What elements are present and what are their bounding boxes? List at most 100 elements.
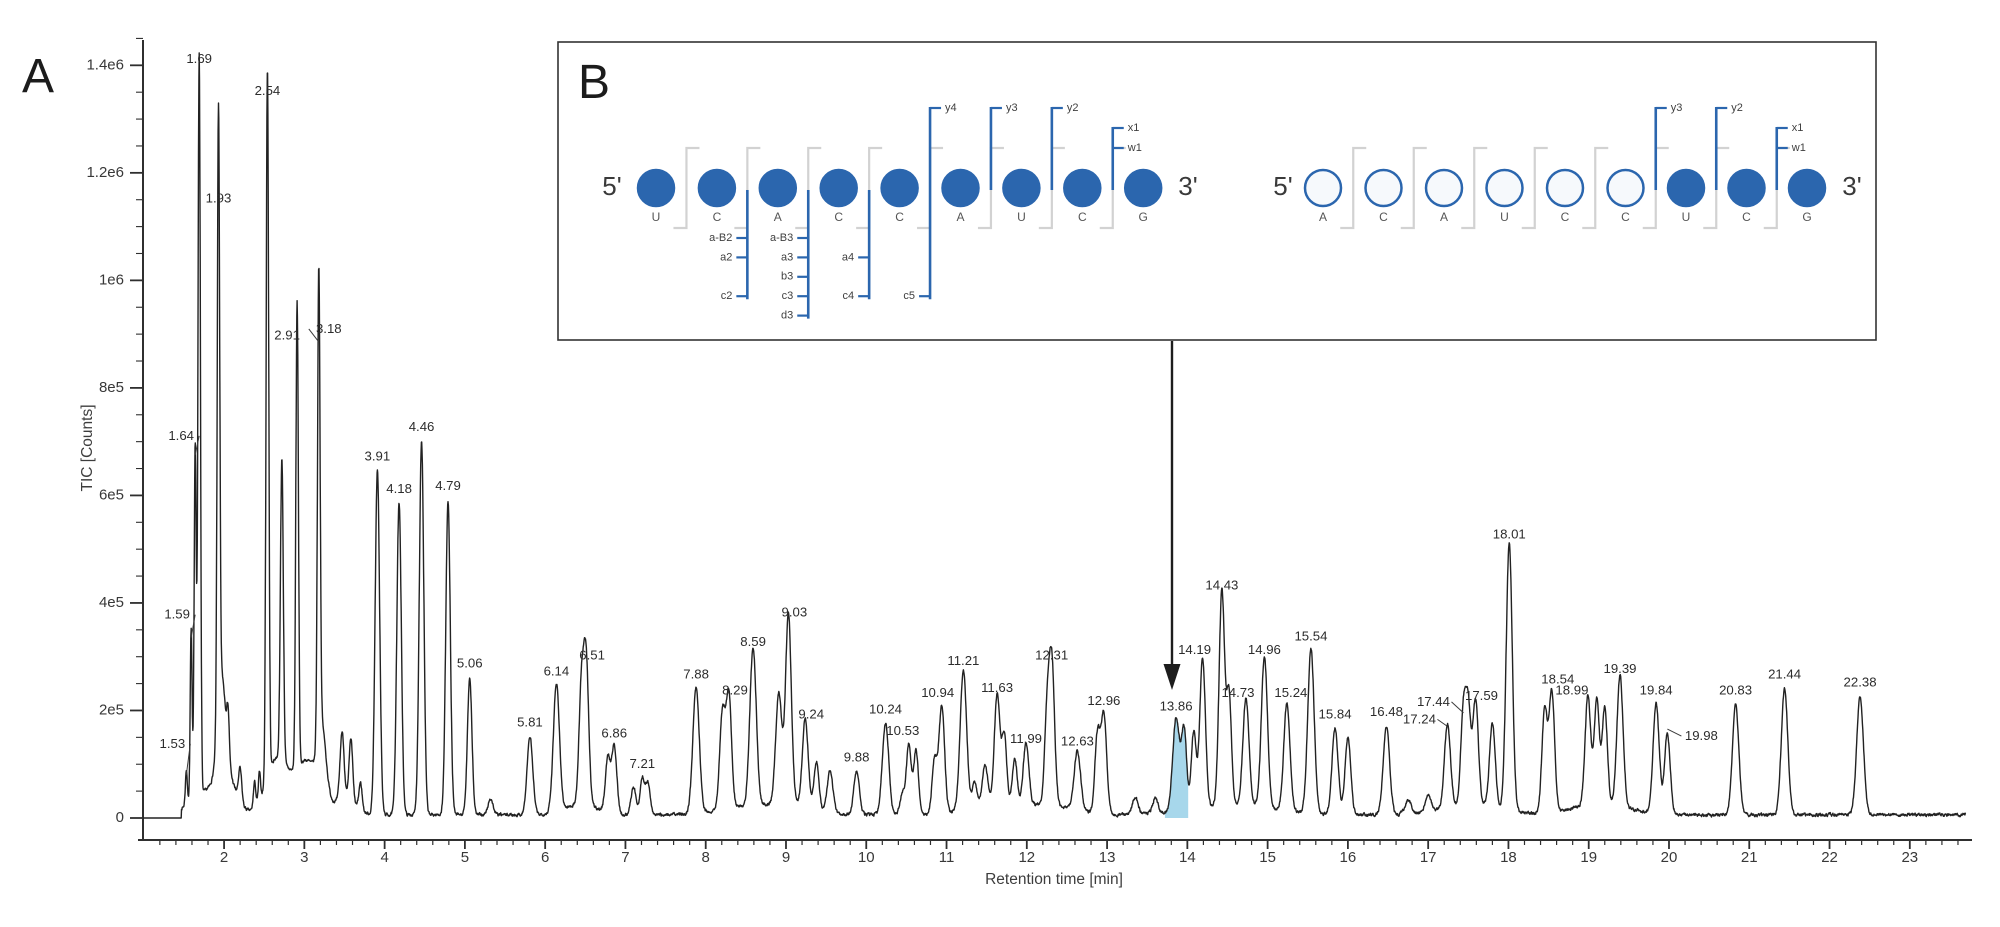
peak-label: 17.59: [1465, 688, 1498, 703]
nucleotide-circle-filled: [941, 168, 980, 208]
nucleotide-circle-open: [1303, 168, 1343, 208]
x-tick-label: 22: [1821, 849, 1838, 866]
peak-label-leader: [308, 328, 320, 343]
x-tick-label: 16: [1340, 849, 1357, 866]
fragment-ion-label: c3: [782, 290, 794, 302]
fragment-ion-label: y4: [945, 102, 957, 114]
nucleotide-circle-open: [1424, 168, 1464, 208]
fragment-ion-label: y3: [1006, 102, 1018, 114]
peak-label: 1.93: [206, 191, 232, 206]
nucleotide-circle-filled: [1002, 168, 1041, 208]
inset-panel: B 5' 3' a-B2 a2 c2 a-B3 a3 b3 c3 d3 a4 c4 y4 c5 y3 y2 x1…: [557, 41, 1877, 341]
backbone-staple: [856, 146, 883, 230]
y-tick-label: 6e5: [99, 486, 124, 503]
peak-label: 11.99: [1010, 731, 1042, 746]
x-tick-label: 23: [1901, 849, 1918, 866]
peak-label: 12.31: [1035, 648, 1068, 663]
x-tick-label: 17: [1420, 849, 1437, 866]
fragment-ion-label: a-B2: [709, 232, 732, 244]
peak-label: 5.81: [517, 715, 543, 730]
residue-letter: C: [834, 210, 843, 224]
peak-label: 18.99: [1555, 682, 1588, 697]
y-tick-label: 0: [116, 809, 124, 826]
peak-label: 11.63: [981, 680, 1013, 695]
peak-label: 19.98: [1685, 728, 1718, 743]
peak-label: 10.53: [886, 723, 919, 738]
backbone-staple: [1461, 146, 1488, 230]
peak-label: 4.18: [386, 481, 412, 496]
residue-letter: C: [1742, 210, 1751, 224]
fragment-ion-label: w1: [1791, 142, 1806, 154]
peak-labels: 1.53 1.59 1.64 1.69 1.93 2.54 2.91 3.18 3.91 4.18…: [160, 51, 1877, 775]
backbone-staple: [734, 146, 761, 230]
fragment-ion-label: y2: [1067, 102, 1079, 114]
chromatogram-trace: [142, 52, 1967, 819]
fragment-ion-label: c2: [721, 290, 733, 302]
peak-label: 10.94: [921, 685, 954, 700]
residue-letter: G: [1802, 210, 1811, 224]
residue-letter: C: [895, 210, 904, 224]
nucleotide-circle-filled: [636, 168, 676, 208]
five-prime-label: 5': [1273, 171, 1292, 201]
nucleotide-circle-filled: [1666, 168, 1706, 208]
fragment-ion-label: y2: [1731, 102, 1743, 114]
fragment-ion-label: y3: [1671, 102, 1683, 114]
fragment-ion-label: a2: [720, 251, 732, 263]
nucleotide-circle-open: [1606, 168, 1645, 208]
residue-letter: U: [1017, 210, 1026, 224]
nucleotide-circle-open: [1485, 168, 1524, 208]
peak-label: 9.03: [782, 605, 808, 620]
peak-label-leader: [1437, 718, 1448, 727]
nucleotide-circle-filled: [1727, 168, 1766, 208]
peak-label: 7.21: [629, 756, 655, 771]
peak-label: 18.01: [1493, 527, 1526, 542]
peak-label: 8.29: [722, 682, 748, 697]
residue-letter: C: [1078, 210, 1087, 224]
backbone-staple: [673, 146, 700, 230]
peak-label: 1.69: [186, 51, 212, 66]
peak-label: 9.24: [798, 707, 824, 722]
residue-letter: U: [1500, 210, 1509, 224]
peak-label: 16.48: [1370, 704, 1403, 719]
x-tick-label: 18: [1500, 849, 1517, 866]
nucleotide-circle-filled: [819, 168, 858, 208]
peak-label: 1.53: [160, 736, 186, 751]
peak-label-leader: [190, 614, 196, 638]
residue-letter: A: [774, 210, 782, 224]
fragment-ion-label: d3: [781, 310, 793, 322]
residue-letter: A: [956, 210, 964, 224]
peak-label: 22.38: [1844, 674, 1877, 689]
fragment-ion-label: c4: [843, 290, 855, 302]
fragment-ion-label: b3: [781, 271, 793, 283]
y-tick-label: 4e5: [99, 594, 124, 611]
y-tick-label: 1e6: [99, 271, 124, 288]
five-prime-label: 5': [602, 171, 621, 201]
peak-label: 17.44: [1417, 694, 1450, 709]
peak-label: 6.14: [544, 664, 570, 679]
peak-label: 12.63: [1061, 734, 1094, 749]
x-tick-label: 3: [300, 849, 308, 866]
residue-letter: U: [652, 210, 661, 224]
peak-label: 11.21: [947, 653, 979, 668]
peak-label: 14.96: [1248, 642, 1281, 657]
peak-label: 15.24: [1274, 685, 1307, 700]
peak-label: 6.86: [601, 725, 627, 740]
peak-label-leader: [194, 435, 200, 455]
peak-label: 14.19: [1178, 642, 1211, 657]
peak-label: 2.91: [274, 328, 300, 343]
residue-letter: A: [1319, 210, 1327, 224]
peak-label: 15.84: [1319, 707, 1352, 722]
backbone-staple: [1582, 146, 1609, 230]
residue-letter: U: [1682, 210, 1691, 224]
x-tick-label: 6: [541, 849, 549, 866]
x-tick-label: 14: [1179, 849, 1196, 866]
peak-label: 7.88: [683, 666, 709, 681]
sequence-right: 5' 3' y3 y2 x1 w1 A C A U C C U C G: [1273, 102, 1862, 230]
axes: 2 3 4 5 6 7 8 9 10 11 12 13 14 15 16 17 18 19 20 21 22 2302e5…: [86, 37, 1972, 866]
backbone-staple: [1400, 146, 1427, 230]
peak-label: 14.73: [1221, 685, 1254, 700]
fragment-ion-label: x1: [1792, 122, 1804, 134]
peak-label: 4.79: [435, 478, 461, 493]
peak-label: 15.54: [1294, 629, 1327, 644]
backbone-staple: [1340, 146, 1367, 230]
